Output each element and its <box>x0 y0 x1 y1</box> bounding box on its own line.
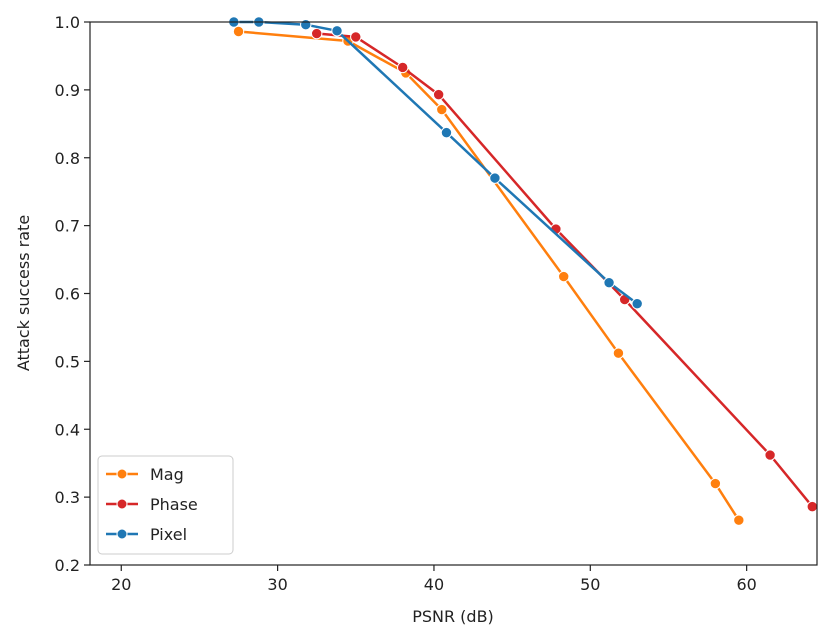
data-point-mag <box>232 25 245 38</box>
series-pixel <box>228 16 643 310</box>
y-tick-label: 0.6 <box>55 285 80 304</box>
y-tick-label: 0.7 <box>55 217 80 236</box>
legend-marker-pixel <box>116 528 128 540</box>
series-line-phase <box>315 32 814 508</box>
data-point-mag <box>436 103 448 116</box>
data-point-mag <box>709 477 722 490</box>
data-point-mag <box>558 270 570 283</box>
data-point-pixel <box>300 19 312 31</box>
data-point-mag <box>612 347 625 359</box>
data-point-phase <box>806 500 819 513</box>
y-tick-label: 0.8 <box>55 149 80 168</box>
series-line-pixel <box>232 20 639 305</box>
x-tick-label: 50 <box>580 575 600 594</box>
x-axis-title: PSNR (dB) <box>412 607 494 626</box>
y-axis-title: Attack success rate <box>14 215 33 371</box>
data-point-phase <box>764 449 776 461</box>
data-point-pixel <box>603 276 615 289</box>
series-layer <box>228 16 819 526</box>
legend-marker-phase <box>116 498 128 510</box>
x-tick-label: 40 <box>424 575 444 594</box>
legend-label-mag: Mag <box>150 465 184 484</box>
data-point-phase <box>432 88 445 101</box>
data-point-pixel <box>631 297 643 310</box>
data-point-phase <box>350 31 362 43</box>
y-tick-label: 0.3 <box>55 488 80 507</box>
legend-marker-mag <box>116 468 128 480</box>
series-line-mag <box>237 30 741 522</box>
series-phase <box>310 27 819 513</box>
y-tick-label: 0.5 <box>55 352 80 371</box>
y-tick-label: 1.0 <box>55 13 80 32</box>
x-tick-label: 60 <box>736 575 756 594</box>
y-tick-label: 0.2 <box>55 556 80 575</box>
series-mag <box>232 25 745 526</box>
data-point-phase <box>310 27 323 40</box>
legend-box <box>97 455 234 555</box>
y-tick-label: 0.9 <box>55 81 80 100</box>
x-tick-label: 30 <box>267 575 287 594</box>
data-point-pixel <box>440 126 453 139</box>
data-point-phase <box>396 61 409 74</box>
plot-frame <box>89 21 818 566</box>
data-point-pixel <box>489 172 501 184</box>
data-point-pixel <box>331 25 343 37</box>
legend-label-phase: Phase <box>150 495 198 514</box>
legend-label-pixel: Pixel <box>150 525 187 544</box>
legend: Mag Phase Pixel <box>97 455 234 555</box>
data-point-mag <box>733 514 745 526</box>
y-tick-label: 0.4 <box>55 420 80 439</box>
x-tick-label: 20 <box>111 575 131 594</box>
axis-ticks: 20 30 40 50 60 0.2 0.3 0.4 0.5 0.6 0.7 0.8 0.9 1.0 <box>55 13 757 594</box>
